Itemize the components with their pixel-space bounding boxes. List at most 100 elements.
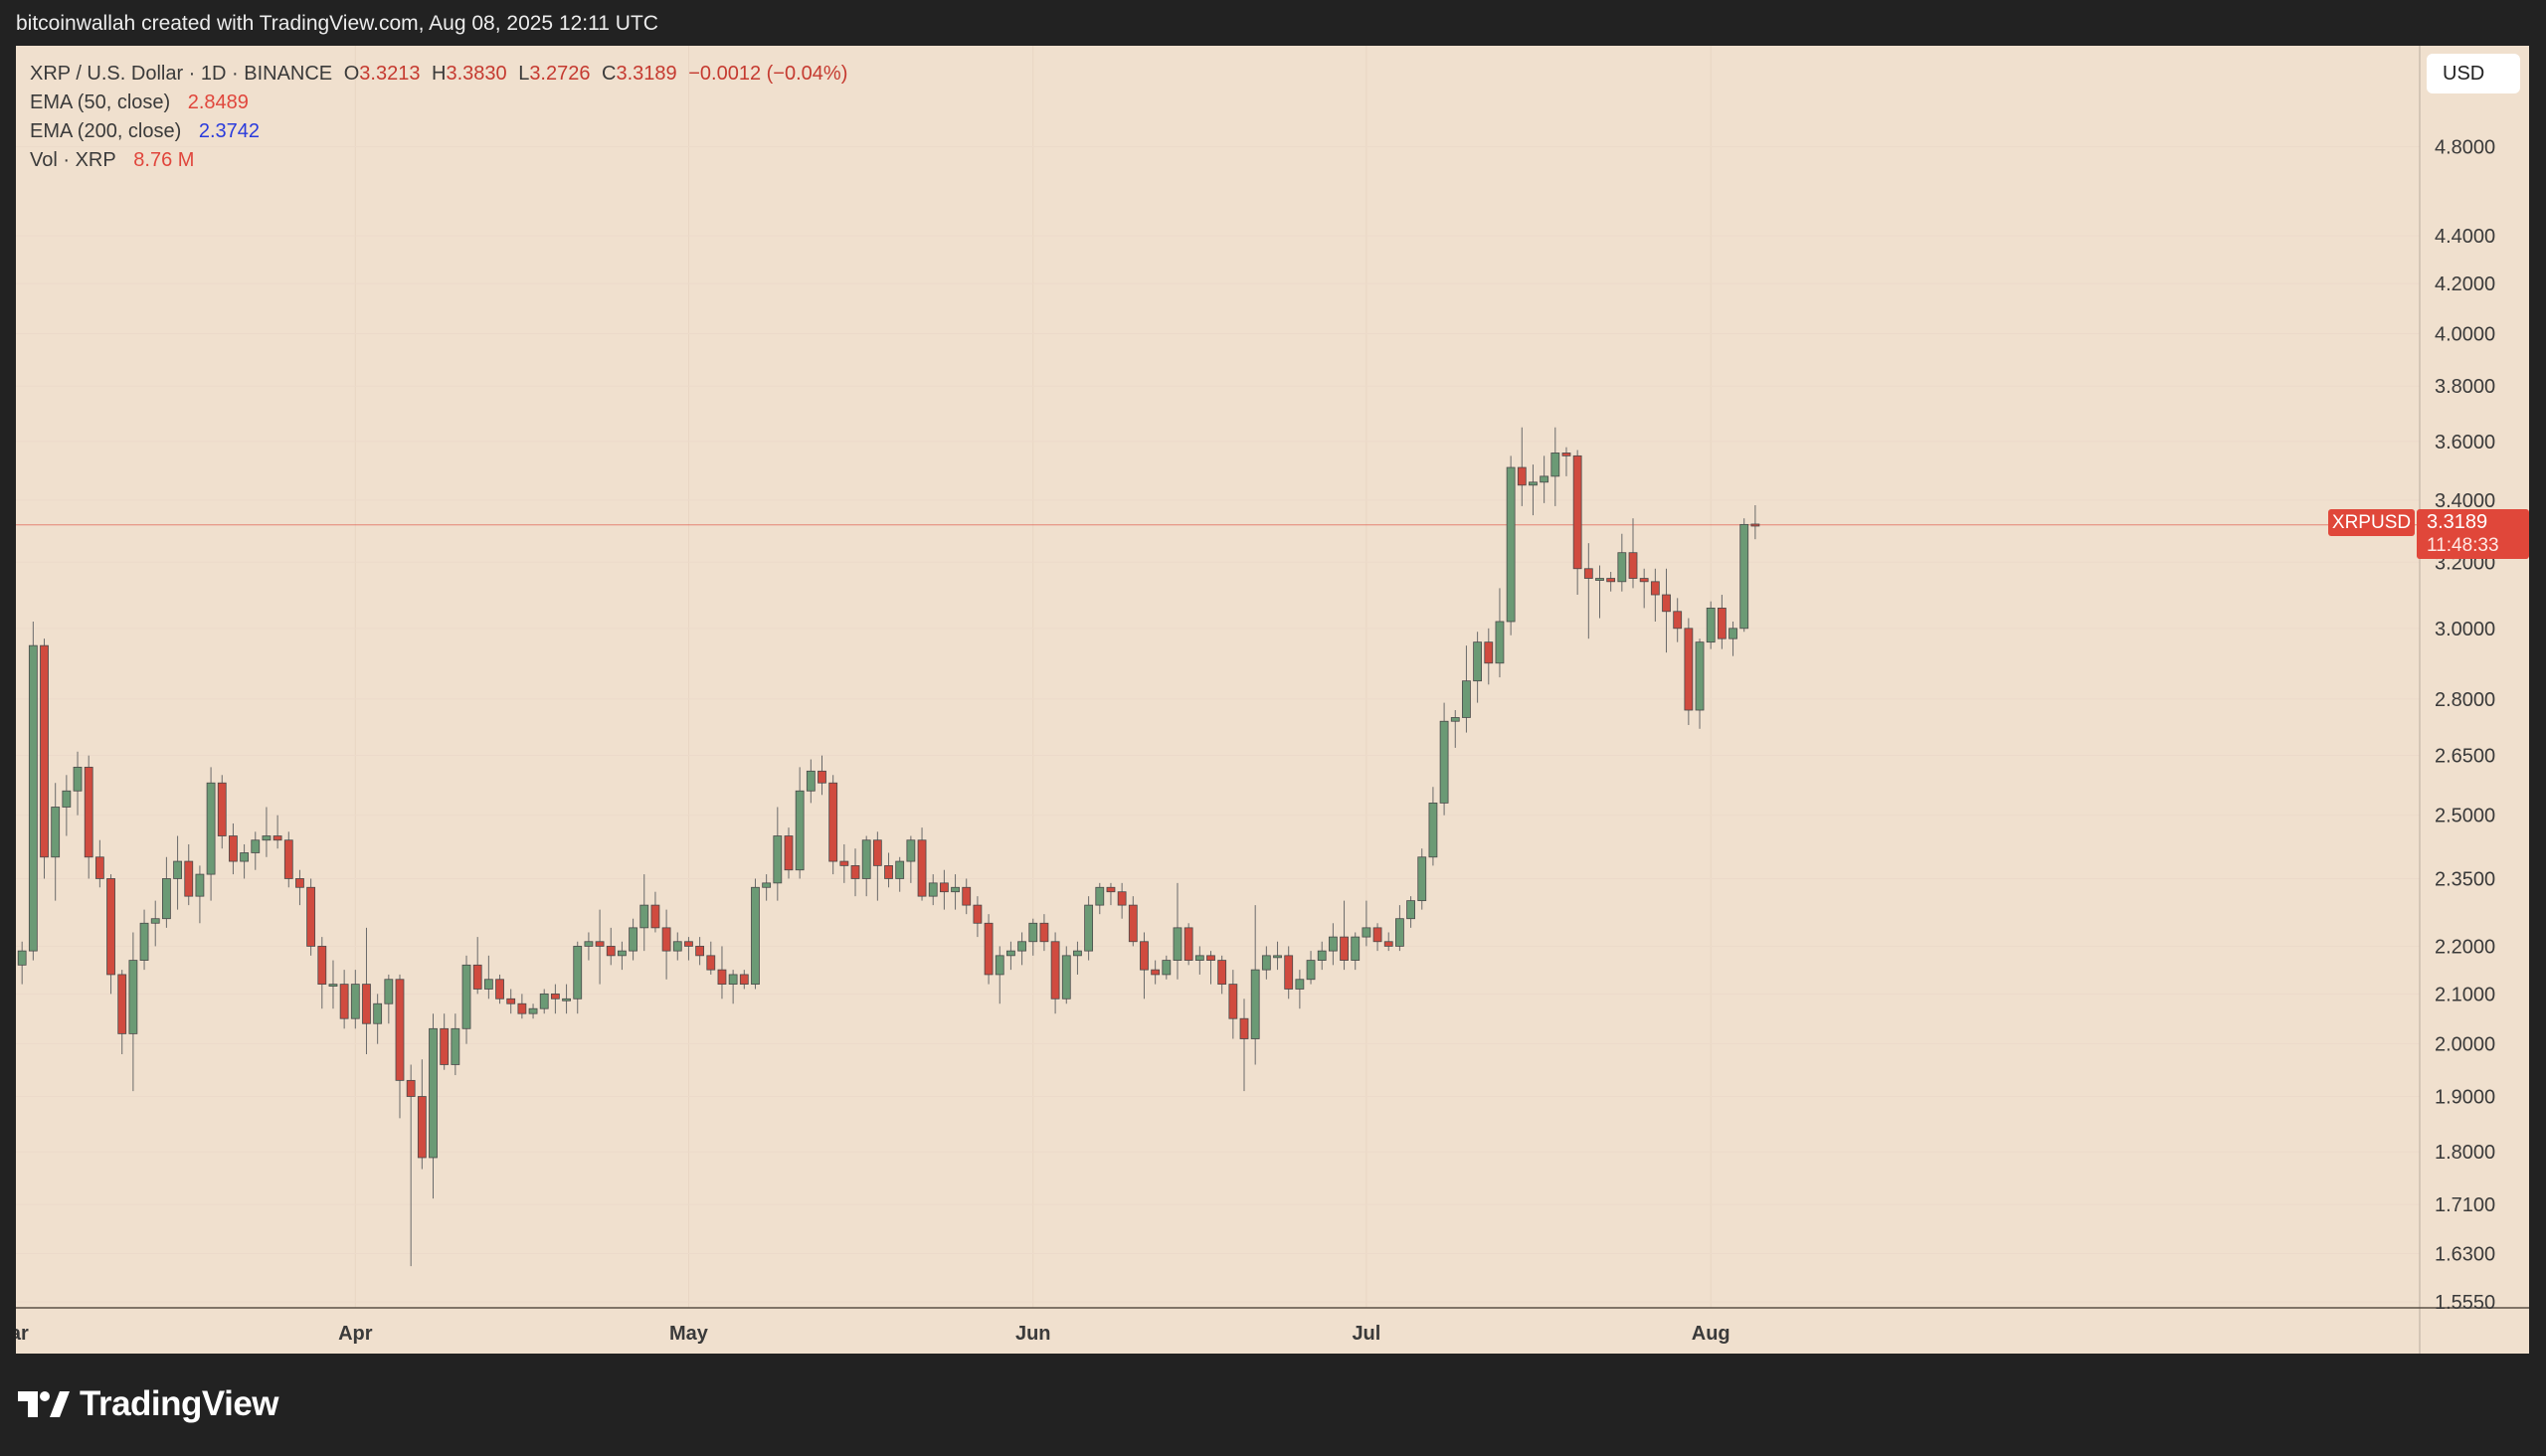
candle-body	[1317, 950, 1327, 961]
candle	[1317, 941, 1327, 971]
candle-body	[550, 993, 560, 1000]
candle-body	[995, 955, 1004, 976]
candle-body	[1728, 628, 1737, 639]
grid-lines	[16, 46, 2420, 1308]
time-axis[interactable]: Mar Apr May Jun Jul Aug	[16, 1323, 1730, 1345]
candle	[1695, 638, 1705, 729]
candle-body	[1484, 641, 1494, 664]
candle	[795, 767, 805, 879]
candle	[1739, 518, 1749, 633]
candle-body	[406, 1079, 416, 1097]
candle-body	[595, 941, 605, 947]
candle-body	[1017, 941, 1026, 952]
candle-body	[1650, 581, 1660, 596]
candle	[818, 755, 826, 796]
candle-body	[461, 964, 471, 1029]
candle	[573, 941, 583, 1014]
candle-body	[1273, 955, 1282, 959]
candle-body	[173, 860, 182, 879]
candle	[962, 878, 972, 915]
candle	[395, 974, 405, 1119]
chart-area[interactable]: 4.8000 4.4000 4.2000 4.0000 3.8000 3.6000 3.40…	[16, 46, 2529, 1354]
candle-body	[1006, 950, 1015, 957]
open-label: O	[343, 63, 360, 85]
price-tick-label: 1.8000	[2435, 1142, 2495, 1164]
candle-body	[106, 878, 115, 976]
candle-body	[1717, 608, 1727, 639]
high-label: H	[432, 63, 447, 85]
candle	[1239, 999, 1249, 1092]
candle	[884, 852, 893, 888]
ema50-row[interactable]: EMA (50, close) 2.8489	[30, 89, 847, 117]
candle	[1194, 946, 1204, 975]
candle	[773, 807, 783, 901]
candle	[739, 970, 749, 990]
low-value: 3.2726	[529, 63, 591, 85]
candle-body	[1295, 979, 1305, 990]
candle	[195, 865, 205, 924]
candle-body	[762, 882, 772, 888]
candle	[939, 869, 949, 910]
candle	[206, 767, 216, 901]
candle	[173, 835, 182, 910]
candle	[1295, 970, 1305, 1009]
candle	[1140, 932, 1149, 1000]
symbol-line[interactable]: XRP / U.S. Dollar · 1D · BINANCE	[30, 63, 333, 85]
candle	[684, 937, 693, 961]
candle-body	[1750, 523, 1760, 527]
price-tick-label: 1.9000	[2435, 1087, 2495, 1109]
candle	[251, 831, 261, 870]
candle-body	[417, 1096, 427, 1159]
candle-body	[195, 873, 205, 897]
candle-body	[661, 927, 671, 952]
candle-body	[1583, 568, 1593, 579]
currency-button[interactable]: USD	[2427, 54, 2520, 93]
price-tick-label: 2.0000	[2435, 1034, 2495, 1056]
candle	[984, 914, 994, 985]
price-axis[interactable]: 4.8000 4.4000 4.2000 4.0000 3.8000 3.6000 3.40…	[2435, 136, 2495, 1314]
time-tick-label: Mar	[16, 1323, 29, 1345]
candle-body	[283, 839, 293, 879]
candle-body	[128, 960, 138, 1034]
candle	[1039, 914, 1049, 952]
candle	[1006, 941, 1015, 971]
candle	[62, 775, 72, 836]
bar-countdown: 11:48:33	[2427, 535, 2499, 556]
candle	[562, 984, 571, 1014]
price-tick-label: 1.7100	[2435, 1194, 2495, 1216]
candle	[1450, 710, 1460, 748]
price-tick-label: 2.8000	[2435, 689, 2495, 711]
candle-body	[62, 790, 72, 808]
candle-body	[1095, 886, 1105, 906]
candle-body	[306, 886, 316, 947]
candle-body	[1473, 641, 1483, 682]
candle-body	[562, 998, 571, 1001]
price-tick-label: 2.5000	[2435, 806, 2495, 827]
candle-body	[1706, 608, 1716, 643]
candle-body	[1462, 680, 1471, 718]
candle-body	[639, 904, 649, 929]
candle-body	[1362, 927, 1371, 938]
tradingview-logo[interactable]: TradingView	[18, 1382, 279, 1426]
price-chart[interactable]: 4.8000 4.4000 4.2000 4.0000 3.8000 3.6000 3.40…	[16, 46, 2529, 1354]
price-tick-label: 4.2000	[2435, 273, 2495, 295]
candle	[1606, 572, 1616, 592]
candle	[1383, 932, 1393, 952]
candle-body	[584, 941, 594, 947]
candle	[1728, 621, 1737, 656]
candle-body	[429, 1027, 438, 1159]
candle	[506, 989, 516, 1014]
candle	[317, 937, 327, 1009]
candle-body	[1595, 578, 1604, 581]
candle-body	[161, 878, 171, 920]
candle-body	[1561, 453, 1571, 456]
ema200-row[interactable]: EMA (200, close) 2.3742	[30, 117, 847, 146]
volume-row[interactable]: Vol · XRP 8.76 M	[30, 146, 847, 175]
chart-legend: XRP / U.S. Dollar · 1D · BINANCE O3.3213…	[30, 60, 847, 175]
candle	[1328, 923, 1338, 966]
candle	[339, 970, 349, 1029]
candle-body	[828, 782, 838, 862]
candle-body	[150, 918, 160, 924]
candle	[695, 937, 705, 966]
price-tick-label: 2.1000	[2435, 984, 2495, 1005]
